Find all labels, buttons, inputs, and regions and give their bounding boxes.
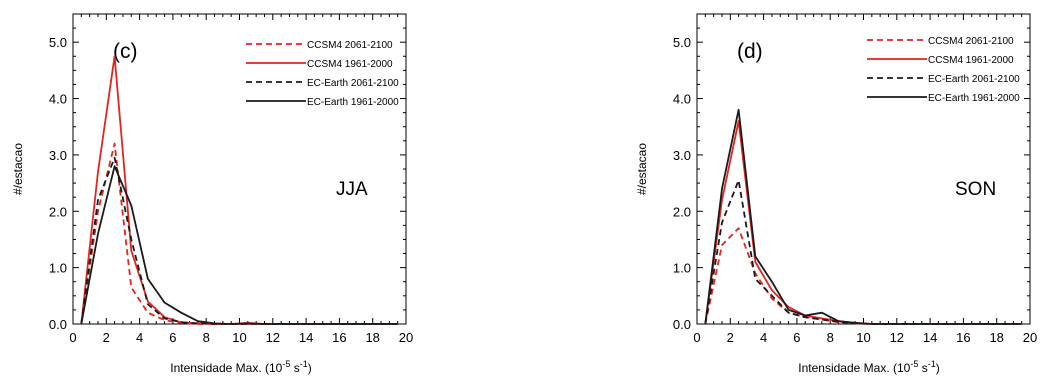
y-tick-label: 0.0	[49, 317, 67, 332]
x-tick-label: 4	[760, 330, 767, 345]
series-line-ec-earth-1961-2000	[704, 108, 1022, 325]
y-tick-label: 2.0	[673, 204, 691, 219]
panel-label: (c)	[113, 40, 138, 63]
x-axis-label: Intensidade Max. (10-5 s-1)	[170, 359, 311, 375]
legend-label: CCSM4 2061-2100	[928, 36, 1014, 47]
x-tick-label: 20	[399, 330, 413, 345]
y-tick-label: 2.0	[49, 204, 67, 219]
series-line-ec-earth-1961-2000	[80, 165, 398, 325]
x-tick-label: 18	[365, 330, 379, 345]
x-axis-label: Intensidade Max. (10-5 s-1)	[798, 359, 939, 375]
x-tick-label: 8	[203, 330, 210, 345]
x-tick-label: 14	[923, 330, 937, 345]
season-label: JJA	[336, 179, 368, 200]
legend-label: CCSM4 2061-2100	[307, 40, 393, 51]
x-tick-label: 10	[856, 330, 870, 345]
series-line-ccsm4-1961-2000	[704, 120, 1022, 325]
legend: CCSM4 2061-2100 CCSM4 1961-2000 EC-Earth 2…	[246, 40, 399, 108]
y-tick-label: 1.0	[673, 261, 691, 276]
x-tick-label: 2	[103, 330, 110, 345]
legend-label: EC-Earth 2061-2100	[928, 74, 1020, 85]
y-tick-label: 3.0	[49, 148, 67, 163]
legend-label: EC-Earth 1961-2000	[928, 93, 1020, 104]
x-tick-label: 0	[69, 330, 76, 345]
y-tick-label: 5.0	[673, 35, 691, 50]
chart-panel-d: 0 2 4 6 8 10 12 14 16 18 20 0.0 1.0 2.0 3.0 4.0 5.0 Inten…	[635, 13, 1037, 375]
y-tick-label: 4.0	[49, 92, 67, 107]
x-tick-label: 6	[169, 330, 176, 345]
y-axis-label: #/estacao	[11, 143, 25, 195]
legend-label: EC-Earth 1961-2000	[307, 97, 399, 108]
x-tick-label: 2	[727, 330, 734, 345]
x-tick-label: 20	[1023, 330, 1037, 345]
x-tick-label: 12	[890, 330, 904, 345]
y-tick-label: 0.0	[673, 317, 691, 332]
y-tick-label: 1.0	[49, 261, 67, 276]
x-tick-label: 10	[232, 330, 246, 345]
x-tick-label: 14	[299, 330, 313, 345]
chart-panel-c: 0 2 4 6 8 10 12 14 16 18 20 0.0 1.0 2.0 3.0 4.0 5.0 Inten…	[11, 13, 413, 375]
season-label: SON	[955, 179, 996, 200]
panel-label: (d)	[737, 40, 763, 63]
x-tick-label: 0	[693, 330, 700, 345]
legend-label: CCSM4 1961-2000	[307, 59, 393, 70]
y-axis-label: #/estacao	[635, 143, 649, 195]
x-tick-label: 4	[136, 330, 143, 345]
x-tick-label: 12	[266, 330, 280, 345]
series-line-ccsm4-2061-2100	[80, 142, 398, 325]
x-tick-label: 16	[956, 330, 970, 345]
x-tick-label: 6	[793, 330, 800, 345]
legend-label: CCSM4 1961-2000	[928, 55, 1014, 66]
legend: CCSM4 2061-2100 CCSM4 1961-2000 EC-Earth 2…	[867, 36, 1020, 104]
x-tick-label: 8	[827, 330, 834, 345]
y-tick-label: 4.0	[673, 92, 691, 107]
legend-label: EC-Earth 2061-2100	[307, 78, 399, 89]
x-tick-label: 18	[989, 330, 1003, 345]
x-tick-label: 16	[332, 330, 346, 345]
y-tick-label: 3.0	[673, 148, 691, 163]
y-tick-label: 5.0	[49, 35, 67, 50]
series-line-ec-earth-2061-2100	[704, 179, 1022, 325]
